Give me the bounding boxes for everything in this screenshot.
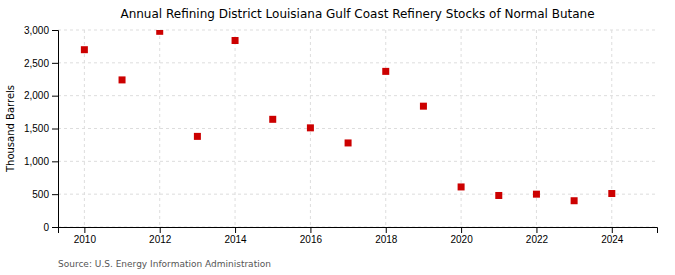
tick-mark — [160, 227, 161, 233]
plot: 2010 2012 2014 2016 2018 2020 2022 2024 0 500 1,00… — [24, 25, 658, 245]
tick-label: 2024 — [601, 234, 624, 245]
tick-mark — [52, 63, 58, 64]
tick-mark — [52, 227, 58, 228]
point — [81, 46, 88, 53]
tick-mark — [52, 129, 58, 130]
tick-mark — [52, 30, 58, 31]
tick: 0 — [43, 222, 58, 233]
point — [420, 103, 427, 110]
tick: 2022 — [526, 227, 549, 245]
tick-mark — [52, 194, 58, 195]
tick: 2010 — [74, 227, 97, 245]
grid-line-y — [58, 62, 657, 63]
point — [608, 190, 615, 197]
tick-label: 2,000 — [24, 90, 49, 101]
point — [269, 116, 276, 123]
point — [119, 76, 126, 83]
tick: 2012 — [149, 227, 172, 245]
point — [345, 139, 352, 146]
tick-label: 500 — [32, 189, 49, 200]
point — [194, 133, 201, 140]
tick-label: 1,500 — [24, 123, 49, 134]
grid-line-y — [58, 128, 657, 129]
chart: 2010 2012 2014 2016 2018 2020 2022 2024 0 500 1,00… — [0, 0, 675, 275]
point — [156, 30, 163, 35]
axis-line — [52, 31, 59, 228]
point — [382, 68, 389, 75]
tick-label: 2012 — [149, 234, 172, 245]
point — [495, 192, 502, 199]
grid-line-y — [58, 30, 657, 31]
tick: 2020 — [450, 227, 473, 245]
point — [232, 37, 239, 44]
tick-label: 2020 — [450, 234, 473, 245]
tick-label: 2022 — [526, 234, 549, 245]
title: Annual Refining District Louisiana Gulf … — [120, 7, 594, 21]
tick-label: 0 — [43, 222, 49, 233]
grid — [58, 30, 657, 227]
tick-mark — [52, 96, 58, 97]
tick: 2016 — [300, 227, 323, 245]
tick: 1,500 — [24, 123, 58, 134]
tick: 1,000 — [24, 156, 58, 167]
annotation: Source: U.S. Energy Information Administ… — [58, 259, 271, 269]
x-axis: 2010 2012 2014 2016 2018 2020 2022 2024 — [59, 227, 658, 245]
point — [307, 124, 314, 131]
grid-line-y — [58, 194, 657, 195]
tick-label: 2016 — [300, 234, 323, 245]
grid-line-y — [58, 161, 657, 162]
tick-mark — [84, 227, 85, 233]
point — [458, 183, 465, 190]
tick-label: 1,000 — [24, 156, 49, 167]
y-axis-label: Thousand Barrels — [5, 85, 16, 173]
tick: 2014 — [224, 227, 247, 245]
tick-mark — [536, 227, 537, 233]
points — [81, 30, 615, 204]
tick-mark — [52, 161, 58, 162]
tick-label: 2010 — [74, 234, 97, 245]
axis-line — [59, 228, 658, 234]
tick-label: 2018 — [375, 234, 398, 245]
tick: 500 — [32, 189, 58, 200]
tick: 2024 — [601, 227, 624, 245]
tick-label: 2,500 — [24, 58, 49, 69]
point — [571, 197, 578, 204]
tick-mark — [386, 227, 387, 233]
tick-label: 3,000 — [24, 25, 49, 36]
tick-label: 2014 — [224, 234, 247, 245]
tick-mark — [612, 227, 613, 233]
point — [533, 191, 540, 198]
tick: 2,500 — [24, 58, 58, 69]
y-axis: 0 500 1,000 1,500 2,000 2,500 3,000 — [24, 25, 59, 233]
tick: 2018 — [375, 227, 398, 245]
grid-line-y — [58, 95, 657, 96]
tick-mark — [235, 227, 236, 233]
tick-mark — [461, 227, 462, 233]
tick: 3,000 — [24, 25, 58, 36]
grid-line-x — [385, 30, 386, 227]
tick: 2,000 — [24, 90, 58, 101]
tick-mark — [310, 227, 311, 233]
